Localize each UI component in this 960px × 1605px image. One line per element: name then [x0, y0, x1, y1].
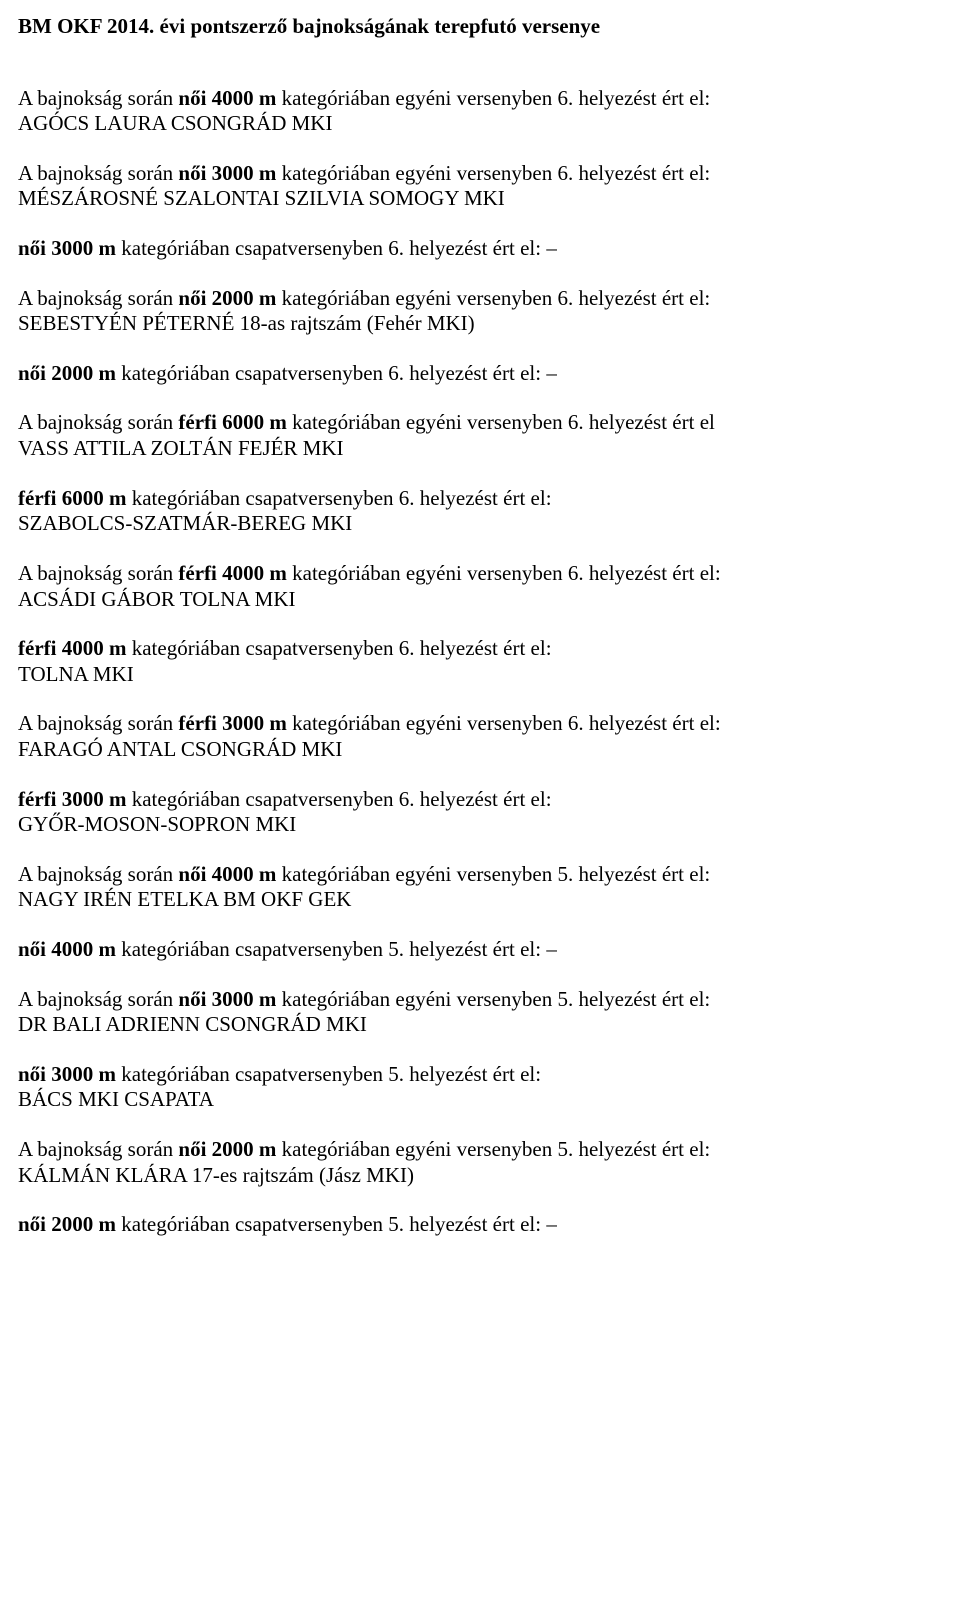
entry-category: női 4000 m	[178, 86, 281, 110]
entry-prefix: A bajnokság során	[18, 86, 178, 110]
entry-placement: kategóriában csapatversenyben 6. helyezé…	[132, 486, 552, 510]
entry-category: női 4000 m	[178, 862, 281, 886]
entry-prefix: A bajnokság során	[18, 161, 178, 185]
result-entry: női 2000 m kategóriában csapatversenyben…	[18, 361, 942, 387]
entry-placement: kategóriában egyéni versenyben 6. helyez…	[292, 410, 715, 434]
entry-prefix: A bajnokság során	[18, 711, 178, 735]
entry-category: női 3000 m	[18, 236, 121, 260]
entry-category: férfi 3000 m	[178, 711, 292, 735]
entry-placement: kategóriában egyéni versenyben 5. helyez…	[282, 987, 711, 1011]
result-entry: férfi 4000 m kategóriában csapatversenyb…	[18, 636, 942, 687]
result-entry: A bajnokság során férfi 4000 m kategóriá…	[18, 561, 942, 612]
entry-prefix: A bajnokság során	[18, 1137, 178, 1161]
result-entry: női 4000 m kategóriában csapatversenyben…	[18, 937, 942, 963]
entry-category: női 2000 m	[178, 286, 281, 310]
entry-category: férfi 6000 m	[18, 486, 132, 510]
result-entry: férfi 6000 m kategóriában csapatversenyb…	[18, 486, 942, 537]
entry-winner: SZABOLCS-SZATMÁR-BEREG MKI	[18, 511, 352, 535]
result-entry: A bajnokság során női 3000 m kategóriába…	[18, 987, 942, 1038]
entry-placement: kategóriában csapatversenyben 5. helyezé…	[121, 937, 557, 961]
entry-category: női 2000 m	[178, 1137, 281, 1161]
entry-winner: SEBESTYÉN PÉTERNÉ 18-as rajtszám (Fehér …	[18, 311, 475, 335]
result-entry: női 3000 m kategóriában csapatversenyben…	[18, 1062, 942, 1113]
entry-placement: kategóriában csapatversenyben 5. helyezé…	[121, 1062, 541, 1086]
result-entry: A bajnokság során női 2000 m kategóriába…	[18, 1137, 942, 1188]
entry-placement: kategóriában csapatversenyben 6. helyezé…	[132, 787, 552, 811]
entry-placement: kategóriában egyéni versenyben 5. helyez…	[282, 1137, 711, 1161]
entry-placement: kategóriában csapatversenyben 6. helyezé…	[121, 236, 557, 260]
result-entry: női 2000 m kategóriában csapatversenyben…	[18, 1212, 942, 1238]
entry-category: női 4000 m	[18, 937, 121, 961]
entry-prefix: A bajnokság során	[18, 561, 178, 585]
entry-winner: TOLNA MKI	[18, 662, 134, 686]
result-entry: férfi 3000 m kategóriában csapatversenyb…	[18, 787, 942, 838]
result-entry: női 3000 m kategóriában csapatversenyben…	[18, 236, 942, 262]
entry-winner: KÁLMÁN KLÁRA 17-es rajtszám (Jász MKI)	[18, 1163, 414, 1187]
entry-category: női 3000 m	[178, 987, 281, 1011]
entry-prefix: A bajnokság során	[18, 987, 178, 1011]
entry-winner: VASS ATTILA ZOLTÁN FEJÉR MKI	[18, 436, 344, 460]
result-entry: A bajnokság során női 3000 m kategóriába…	[18, 161, 942, 212]
entry-category: női 2000 m	[18, 1212, 121, 1236]
result-entry: A bajnokság során női 2000 m kategóriába…	[18, 286, 942, 337]
entry-category: férfi 6000 m	[178, 410, 292, 434]
entry-winner: BÁCS MKI CSAPATA	[18, 1087, 214, 1111]
entry-prefix: A bajnokság során	[18, 286, 178, 310]
entry-category: férfi 3000 m	[18, 787, 132, 811]
entry-placement: kategóriában egyéni versenyben 6. helyez…	[292, 711, 721, 735]
entry-winner: FARAGÓ ANTAL CSONGRÁD MKI	[18, 737, 342, 761]
page-title: BM OKF 2014. évi pontszerző bajnokságána…	[18, 14, 942, 40]
entry-winner: DR BALI ADRIENN CSONGRÁD MKI	[18, 1012, 367, 1036]
entry-category: női 2000 m	[18, 361, 121, 385]
entry-winner: AGÓCS LAURA CSONGRÁD MKI	[18, 111, 332, 135]
entry-winner: ACSÁDI GÁBOR TOLNA MKI	[18, 587, 296, 611]
entry-placement: kategóriában egyéni versenyben 5. helyez…	[282, 862, 711, 886]
entry-placement: kategóriában csapatversenyben 6. helyezé…	[132, 636, 552, 660]
entry-winner: NAGY IRÉN ETELKA BM OKF GEK	[18, 887, 351, 911]
entry-category: férfi 4000 m	[178, 561, 292, 585]
entry-placement: kategóriában egyéni versenyben 6. helyez…	[292, 561, 721, 585]
entry-prefix: A bajnokság során	[18, 862, 178, 886]
entry-winner: MÉSZÁROSNÉ SZALONTAI SZILVIA SOMOGY MKI	[18, 186, 505, 210]
entry-placement: kategóriában egyéni versenyben 6. helyez…	[282, 286, 711, 310]
entry-placement: kategóriában egyéni versenyben 6. helyez…	[282, 161, 711, 185]
entry-category: női 3000 m	[178, 161, 281, 185]
entry-category: női 3000 m	[18, 1062, 121, 1086]
entries-container: A bajnokság során női 4000 m kategóriába…	[18, 86, 942, 1238]
entry-winner: GYŐR-MOSON-SOPRON MKI	[18, 812, 296, 836]
result-entry: A bajnokság során női 4000 m kategóriába…	[18, 862, 942, 913]
entry-placement: kategóriában csapatversenyben 5. helyezé…	[121, 1212, 557, 1236]
result-entry: A bajnokság során férfi 3000 m kategóriá…	[18, 711, 942, 762]
entry-placement: kategóriában egyéni versenyben 6. helyez…	[282, 86, 711, 110]
result-entry: A bajnokság során női 4000 m kategóriába…	[18, 86, 942, 137]
result-entry: A bajnokság során férfi 6000 m kategóriá…	[18, 410, 942, 461]
entry-category: férfi 4000 m	[18, 636, 132, 660]
entry-prefix: A bajnokság során	[18, 410, 178, 434]
entry-placement: kategóriában csapatversenyben 6. helyezé…	[121, 361, 557, 385]
